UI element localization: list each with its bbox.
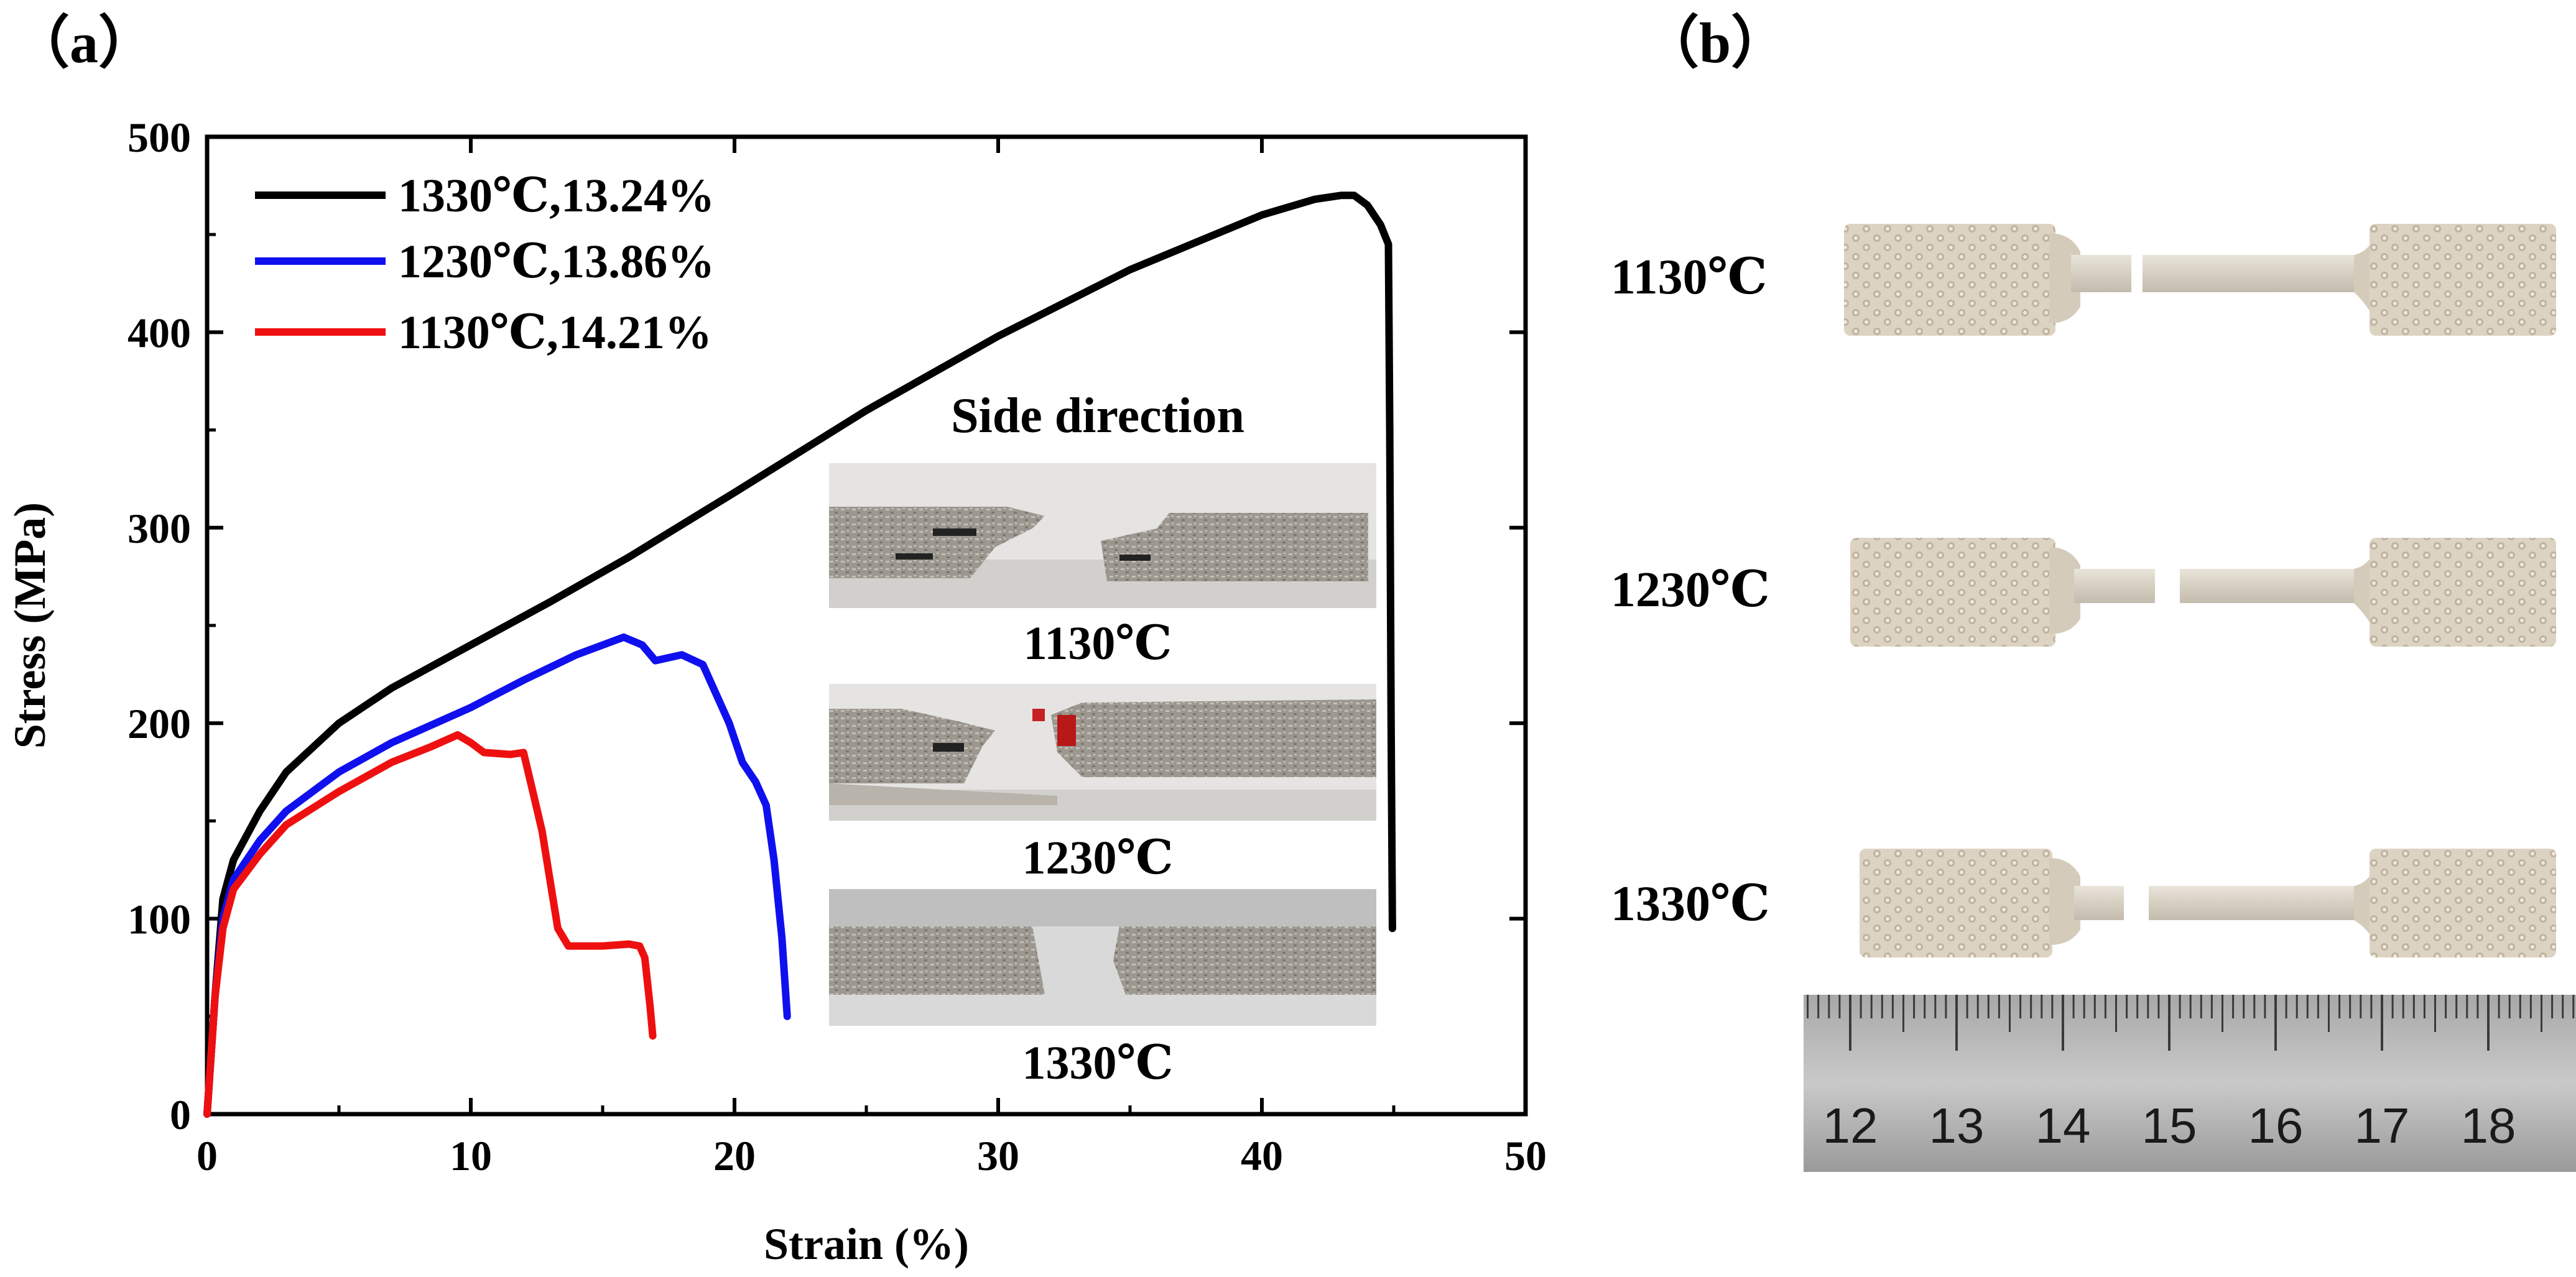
specimen-photo-1130: [1844, 224, 2556, 336]
panel-label-a: （a）: [12, 11, 155, 75]
inset-photo-1230: [829, 684, 1376, 821]
specimen-photo-1330: [1860, 849, 2556, 957]
ruler-number: 13: [1929, 1098, 1985, 1153]
series-line-2: [203, 731, 657, 1118]
legend-label-1130: 1130℃,14.21%: [398, 307, 712, 359]
inset-label-1230: 1230℃: [1022, 832, 1173, 884]
x-tick-labels: 0 10 20 30 40 50: [197, 1132, 1547, 1179]
y-tick-label: 500: [127, 114, 191, 161]
specimen-label-1330: 1330℃: [1611, 877, 1770, 931]
x-tick-label: 40: [1241, 1132, 1283, 1179]
x-tick-label: 20: [713, 1132, 756, 1179]
panel-b: 1130℃ 1230℃ 1330℃: [1611, 224, 2576, 1172]
x-tick-label: 30: [977, 1132, 1019, 1179]
legend: 1330℃,13.24% 1230℃,13.86% 1130℃,14.21%: [255, 170, 715, 359]
ruler-number: 17: [2355, 1098, 2410, 1153]
x-tick-label: 0: [197, 1132, 218, 1179]
specimen-photo-1230: [1850, 538, 2556, 647]
y-tick-label: 200: [127, 700, 191, 747]
legend-label-1330: 1330℃,13.24%: [398, 170, 715, 222]
inset-label-1130: 1130℃: [1024, 617, 1172, 670]
x-axis-label: Strain (%): [764, 1219, 969, 1269]
x-tick-label: 10: [450, 1132, 492, 1179]
legend-label-1230: 1230℃,13.86%: [398, 236, 715, 288]
ruler-number: 14: [2036, 1098, 2091, 1153]
ruler: 121314151617181: [1804, 995, 2576, 1172]
y-tick-label: 0: [170, 1091, 191, 1138]
panel-label-b: （b）: [1642, 11, 1788, 75]
inset-photo-1330: [829, 889, 1376, 1026]
axis-ticks: [205, 135, 1527, 1116]
series-line-1: [203, 633, 791, 1118]
ruler-number: 15: [2142, 1098, 2197, 1153]
series-line-0: [203, 191, 1396, 1118]
ruler-ticks: [1807, 995, 2575, 1051]
specimen-label-1230: 1230℃: [1611, 563, 1770, 617]
y-axis-label: Stress (MPa): [5, 502, 55, 749]
ruler-number: 12: [1823, 1098, 1878, 1153]
series-lines: [203, 191, 1396, 1118]
x-tick-label: 50: [1504, 1132, 1547, 1179]
ruler-number: 18: [2461, 1098, 2516, 1153]
y-tick-label: 400: [127, 309, 191, 356]
side-direction-inset: Side direction 1130℃ 12: [829, 389, 1376, 1089]
specimen-label-1130: 1130℃: [1611, 250, 1767, 305]
inset-label-1330: 1330℃: [1022, 1037, 1173, 1089]
inset-title: Side direction: [951, 389, 1244, 443]
y-tick-label: 100: [127, 896, 191, 943]
y-tick-label: 300: [127, 505, 191, 552]
y-tick-labels: 0 100 200 300 400 500: [127, 114, 191, 1138]
inset-photo-1130: [829, 463, 1376, 608]
ruler-numbers: 121314151617181: [1823, 1098, 2516, 1153]
ruler-number: 16: [2248, 1098, 2304, 1153]
